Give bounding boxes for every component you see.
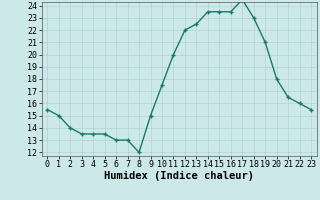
X-axis label: Humidex (Indice chaleur): Humidex (Indice chaleur)	[104, 171, 254, 181]
